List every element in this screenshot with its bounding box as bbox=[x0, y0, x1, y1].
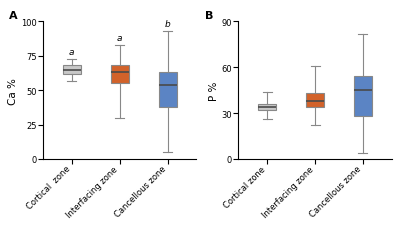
Y-axis label: Ca %: Ca % bbox=[8, 77, 18, 104]
PathPatch shape bbox=[354, 77, 372, 117]
Text: a: a bbox=[69, 47, 74, 57]
Text: B: B bbox=[205, 11, 213, 21]
PathPatch shape bbox=[258, 104, 276, 111]
PathPatch shape bbox=[306, 94, 324, 107]
PathPatch shape bbox=[111, 66, 129, 84]
PathPatch shape bbox=[158, 73, 177, 107]
Text: a: a bbox=[117, 34, 122, 43]
Y-axis label: P %: P % bbox=[209, 81, 219, 100]
PathPatch shape bbox=[63, 66, 81, 74]
Text: b: b bbox=[165, 20, 170, 29]
Text: A: A bbox=[10, 11, 18, 21]
